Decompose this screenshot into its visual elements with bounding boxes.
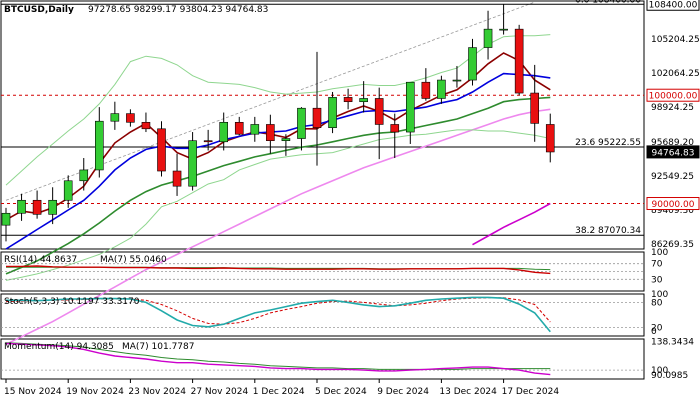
- fib-label-0: 0.0 108400.00: [575, 0, 641, 5]
- candle-bull: [483, 28, 493, 48]
- candle-bear: [126, 113, 135, 123]
- candle-bear: [312, 107, 322, 129]
- momentum-label: Momentum(14) 94.3085: [4, 342, 114, 352]
- candle-bull: [297, 107, 306, 139]
- stoch-tick-label: 100: [651, 290, 668, 300]
- candle-bull: [63, 180, 73, 201]
- pane-frame-mom: [0, 338, 645, 380]
- ma-line-4: [5, 34, 551, 186]
- candle-bear: [203, 140, 213, 143]
- price-tag-box-1: [646, 88, 700, 102]
- stoch-label: Stoch(5,3,3) 10.1197 33.3170: [4, 297, 140, 307]
- rsi-tick-label: 70: [651, 260, 663, 270]
- x-tick-label: 23 Nov 2024: [128, 387, 186, 397]
- candle-bull: [281, 138, 291, 142]
- price-tag-label-0: 108400.00: [649, 1, 698, 11]
- candle-bear: [141, 121, 151, 130]
- momentum-line: [5, 342, 551, 376]
- ma-line-6: [472, 202, 551, 246]
- candle-bull: [405, 81, 415, 133]
- momentum-ma-label: MA(7) 101.7787: [122, 342, 194, 352]
- candle-bull: [188, 140, 197, 187]
- price-tag-box-0: [646, 0, 700, 11]
- candle-bear: [32, 199, 42, 215]
- momentum-ma-line: [5, 342, 551, 370]
- candle-bull: [110, 113, 120, 122]
- y-tick-label: 92549.25: [651, 172, 694, 182]
- candle-bull: [468, 47, 477, 81]
- candle-bear: [530, 92, 540, 124]
- fib-label-2: 38.2 87070.34: [575, 226, 641, 236]
- candle-bull: [79, 169, 89, 182]
- pane-frame-main: [0, 0, 645, 250]
- candle-bull: [359, 98, 368, 103]
- x-tick-label: 9 Dec 2024: [377, 387, 429, 397]
- momentum-tick-label: 100: [651, 366, 668, 376]
- candle-bull: [499, 28, 508, 31]
- candle-bear: [421, 81, 431, 99]
- stoch-tick-label: 80: [651, 298, 663, 308]
- candle-bull: [1, 212, 11, 226]
- ma-line-3: [5, 108, 551, 346]
- stoch-k-line: [6, 296, 551, 333]
- fib-label-1: 23.6 95222.55: [575, 138, 641, 148]
- candle-bull: [48, 199, 57, 215]
- y-tick-label: 95689.20: [651, 138, 694, 148]
- candle-bear: [234, 121, 244, 135]
- x-tick-label: 15 Nov 2024: [4, 387, 62, 397]
- candle-bear: [157, 128, 166, 172]
- ma-line-5: [5, 129, 551, 281]
- y-tick-label: 98924.25: [651, 103, 694, 113]
- candle-bull: [17, 199, 26, 214]
- momentum-tick-label: 138.3434: [651, 338, 694, 348]
- candle-bull: [437, 79, 446, 99]
- ma-line-1: [5, 72, 551, 250]
- candle-bear: [374, 98, 384, 125]
- candle-bear: [172, 170, 182, 187]
- candle-bear: [266, 124, 275, 142]
- y-tick-label: 105204.25: [651, 35, 700, 45]
- rsi-tick-label: 100: [651, 248, 668, 258]
- candle-bear: [545, 124, 555, 153]
- rsi-ma-label: MA(7) 55.0460: [100, 255, 167, 265]
- x-tick-label: 17 Dec 2024: [502, 387, 560, 397]
- y-tick-label: 89409.30: [651, 206, 694, 216]
- y-tick-label: 102064.25: [651, 69, 700, 79]
- candle-bull: [219, 121, 228, 143]
- header-ohlc: 97278.65 98299.17 93804.23 94764.83: [88, 5, 268, 15]
- x-tick-label: 5 Dec 2024: [315, 387, 367, 397]
- x-tick-label: 1 Dec 2024: [253, 387, 305, 397]
- candle-bull: [328, 97, 337, 129]
- y-tick-label: 86269.35: [651, 240, 694, 250]
- price-tag-label-1: 100000.00: [649, 92, 698, 102]
- x-tick-label: 13 Dec 2024: [439, 387, 497, 397]
- rsi-label: RSI(14) 44.8637: [4, 255, 77, 265]
- trendline: [5, 1, 535, 201]
- stoch-tick-label: 20: [651, 324, 663, 334]
- pane-frame-stoch: [0, 293, 645, 337]
- x-tick-label: 27 Nov 2024: [191, 387, 249, 397]
- price-tag-label-3: 90000.00: [652, 200, 695, 210]
- candle-bear: [390, 124, 400, 133]
- candle-bear: [343, 97, 353, 103]
- price-tag-box-2: [646, 145, 700, 159]
- momentum-tick-label: 90.0985: [651, 371, 688, 381]
- header-symbol: BTCUSD,Daily: [4, 5, 74, 15]
- candle-bull: [250, 124, 260, 135]
- candle-bull: [452, 79, 462, 82]
- stoch-tick-label: 0: [651, 327, 657, 337]
- candle-bear: [514, 28, 524, 94]
- candle-bull: [95, 120, 104, 171]
- rsi-line: [6, 265, 551, 275]
- price-tag-box-3: [646, 197, 700, 211]
- price-tag-label-2: 94764.83: [652, 148, 695, 158]
- rsi-tick-label: 30: [651, 275, 663, 285]
- x-tick-label: 19 Nov 2024: [66, 387, 124, 397]
- ma-line-2: [5, 96, 551, 275]
